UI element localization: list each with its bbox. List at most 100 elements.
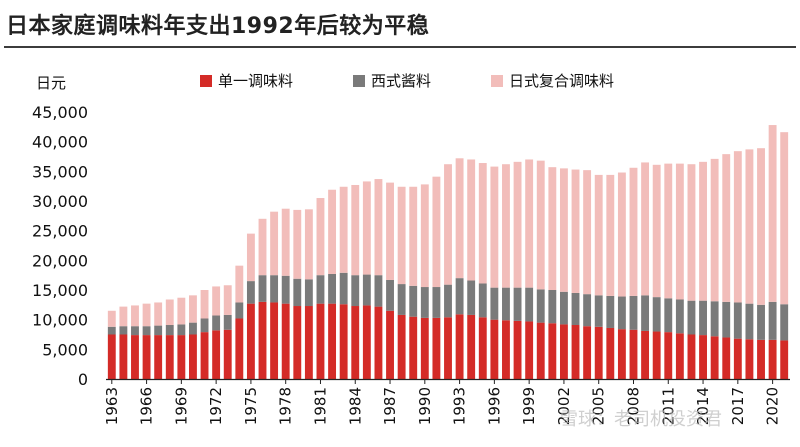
bar-japanese-compound-2001 bbox=[548, 167, 557, 290]
bar-single-seasoning-1998 bbox=[513, 320, 522, 379]
bar-japanese-compound-1995 bbox=[478, 163, 487, 284]
bar-western-sauce-1990 bbox=[420, 287, 429, 318]
bar-japanese-compound-1966 bbox=[142, 303, 151, 327]
bar-single-seasoning-2019 bbox=[757, 339, 765, 379]
x-tick-label: 2014 bbox=[694, 387, 712, 425]
bar-japanese-compound-2019 bbox=[757, 148, 765, 305]
bar-japanese-compound-1992 bbox=[444, 164, 452, 285]
bar-japanese-compound-2008 bbox=[629, 167, 638, 296]
x-tick-label: 1984 bbox=[346, 387, 364, 425]
bar-single-seasoning-1965 bbox=[131, 335, 139, 379]
bar-japanese-compound-1980 bbox=[304, 209, 313, 280]
bar-japanese-compound-1986 bbox=[374, 179, 383, 276]
bar-japanese-compound-1987 bbox=[386, 182, 394, 280]
x-tick-label: 1975 bbox=[242, 387, 260, 425]
bar-japanese-compound-1991 bbox=[432, 176, 441, 288]
x-tick-label: 1981 bbox=[312, 387, 330, 425]
bar-japanese-compound-1994 bbox=[467, 159, 476, 281]
bar-western-sauce-1979 bbox=[293, 278, 302, 307]
bar-single-seasoning-2011 bbox=[664, 332, 673, 379]
bar-single-seasoning-1973 bbox=[223, 329, 232, 379]
legend-swatch-japanese-compound bbox=[491, 74, 504, 87]
bar-japanese-compound-1976 bbox=[258, 218, 267, 276]
bar-single-seasoning-2013 bbox=[687, 334, 696, 379]
bar-western-sauce-2006 bbox=[606, 295, 615, 328]
bar-western-sauce-1997 bbox=[502, 287, 510, 321]
bar-japanese-compound-2004 bbox=[583, 170, 592, 295]
bar-western-sauce-1999 bbox=[525, 287, 534, 322]
y-tick-label: 40,000 bbox=[32, 133, 88, 152]
bar-western-sauce-1991 bbox=[432, 287, 441, 318]
bar-western-sauce-1964 bbox=[119, 326, 128, 335]
y-tick-label: 10,000 bbox=[32, 311, 88, 330]
bar-western-sauce-1965 bbox=[131, 326, 139, 336]
bar-japanese-compound-1998 bbox=[513, 161, 522, 288]
bar-western-sauce-2013 bbox=[687, 300, 696, 335]
y-tick-label: 45,000 bbox=[32, 103, 88, 122]
bar-western-sauce-1986 bbox=[374, 275, 383, 307]
bar-western-sauce-1983 bbox=[339, 272, 348, 305]
y-tick-label: 30,000 bbox=[32, 192, 88, 211]
bar-japanese-compound-1972 bbox=[212, 286, 221, 316]
bar-single-seasoning-2012 bbox=[675, 333, 684, 379]
bar-western-sauce-1963 bbox=[107, 326, 116, 335]
bar-single-seasoning-1979 bbox=[293, 306, 302, 379]
bar-single-seasoning-2021 bbox=[780, 340, 789, 379]
bar-japanese-compound-2006 bbox=[606, 174, 615, 296]
bar-western-sauce-1970 bbox=[189, 322, 197, 335]
bar-single-seasoning-2000 bbox=[536, 322, 545, 379]
x-tick-label: 2002 bbox=[555, 387, 573, 425]
x-tick-label: 1963 bbox=[103, 387, 121, 425]
watermark: 雪球：老司机投资君 bbox=[560, 409, 722, 430]
bar-western-sauce-2018 bbox=[745, 303, 754, 340]
bar-japanese-compound-2016 bbox=[722, 154, 731, 302]
bar-western-sauce-2014 bbox=[699, 300, 707, 336]
bar-single-seasoning-1997 bbox=[502, 320, 510, 379]
legend-label-single-seasoning: 单一调味料 bbox=[218, 72, 294, 90]
bar-western-sauce-1967 bbox=[154, 325, 163, 336]
bar-single-seasoning-2020 bbox=[768, 339, 777, 379]
bar-western-sauce-1998 bbox=[513, 287, 522, 321]
bar-single-seasoning-2015 bbox=[710, 336, 719, 379]
bar-single-seasoning-2018 bbox=[745, 339, 754, 379]
legend-label-western-sauce: 西式酱料 bbox=[371, 72, 432, 90]
y-tick-label: 5,000 bbox=[42, 340, 88, 359]
legend-item-western-sauce: 西式酱料 bbox=[353, 70, 431, 91]
legend-item-japanese-compound: 日式复合调味料 bbox=[491, 70, 614, 91]
legend-label-japanese-compound: 日式复合调味料 bbox=[509, 72, 615, 90]
bar-single-seasoning-1991 bbox=[432, 317, 441, 379]
bar-single-seasoning-1964 bbox=[119, 334, 128, 379]
x-tick-label: 2020 bbox=[764, 387, 782, 425]
bar-western-sauce-1982 bbox=[328, 273, 337, 304]
bar-japanese-compound-2010 bbox=[652, 164, 661, 298]
bar-japanese-compound-1967 bbox=[154, 302, 163, 326]
bar-single-seasoning-1989 bbox=[409, 316, 418, 379]
bar-japanese-compound-1984 bbox=[351, 184, 360, 276]
x-tick-label: 1969 bbox=[172, 387, 190, 425]
bar-western-sauce-1988 bbox=[397, 284, 406, 315]
bar-western-sauce-1994 bbox=[467, 280, 476, 315]
bar-western-sauce-1985 bbox=[362, 274, 371, 306]
bar-single-seasoning-2009 bbox=[641, 330, 650, 379]
bar-western-sauce-2021 bbox=[780, 304, 789, 341]
bar-western-sauce-1973 bbox=[223, 314, 232, 330]
bar-western-sauce-1995 bbox=[478, 283, 487, 318]
y-tick-label: 20,000 bbox=[32, 251, 88, 270]
y-tick-label: 25,000 bbox=[32, 222, 88, 241]
bar-japanese-compound-1973 bbox=[223, 285, 232, 315]
bar-japanese-compound-1985 bbox=[362, 181, 371, 275]
bar-single-seasoning-1970 bbox=[189, 334, 197, 379]
bar-japanese-compound-2020 bbox=[768, 125, 777, 302]
bar-single-seasoning-1992 bbox=[444, 317, 452, 379]
bar-western-sauce-1977 bbox=[270, 275, 279, 303]
bar-single-seasoning-2004 bbox=[583, 326, 592, 379]
bar-western-sauce-2020 bbox=[768, 301, 777, 340]
bar-western-sauce-1974 bbox=[235, 302, 244, 319]
bar-western-sauce-1980 bbox=[304, 279, 313, 307]
x-tick-label: 1999 bbox=[520, 387, 538, 425]
bar-single-seasoning-1987 bbox=[386, 310, 394, 379]
bar-japanese-compound-2013 bbox=[687, 164, 696, 301]
bar-western-sauce-2005 bbox=[594, 295, 603, 327]
legend-item-single-seasoning: 单一调味料 bbox=[200, 70, 293, 91]
